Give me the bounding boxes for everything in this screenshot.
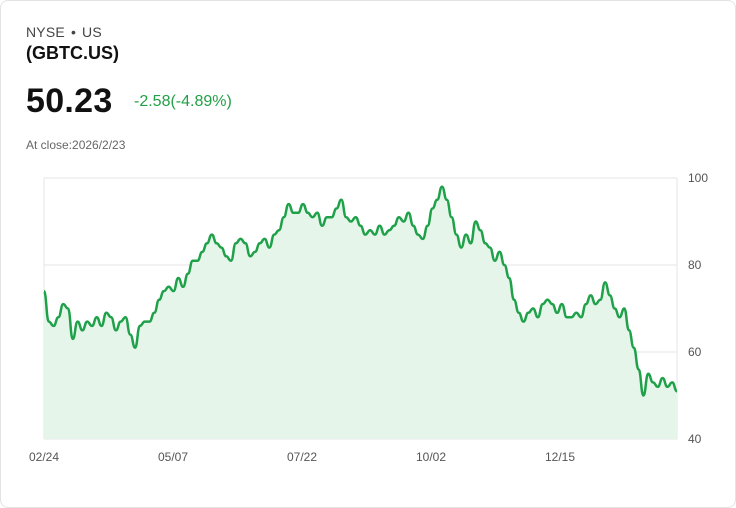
x-tick-label: 02/24 — [29, 450, 59, 464]
x-tick-label: 12/15 — [545, 450, 575, 464]
price-chart: 40 60 80 100 02/24 05/07 07/22 10/02 12/15 — [29, 171, 708, 464]
y-tick-label: 60 — [688, 345, 702, 359]
price-line — [42, 185, 678, 397]
last-price: 50.23 — [26, 82, 113, 120]
close-timestamp: At close:2026/2/23 — [26, 138, 126, 152]
price-area — [44, 186, 677, 439]
exchange-name: NYSE — [26, 24, 65, 40]
price-change: -2.58(-4.89%) — [134, 93, 232, 110]
x-tick-label: 10/02 — [416, 450, 446, 464]
x-tick-label: 07/22 — [287, 450, 317, 464]
ticker-symbol: (GBTC.US) — [26, 43, 119, 63]
y-tick-label: 80 — [688, 258, 702, 272]
y-axis: 40 60 80 100 — [688, 171, 708, 446]
exchange-label: NYSE • US — [26, 24, 102, 40]
country-name: US — [82, 24, 102, 40]
y-tick-label: 100 — [688, 171, 708, 185]
separator-dot: • — [70, 24, 77, 40]
x-tick-label: 05/07 — [158, 450, 188, 464]
x-axis: 02/24 05/07 07/22 10/02 12/15 — [29, 450, 575, 464]
y-tick-label: 40 — [688, 432, 702, 446]
